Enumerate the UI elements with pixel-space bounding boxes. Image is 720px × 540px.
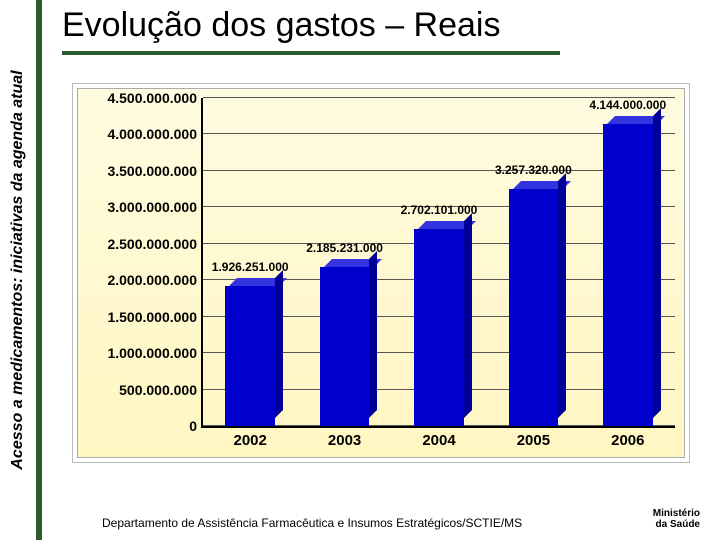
bar-side-face <box>464 213 472 418</box>
bar-side-face <box>369 251 377 418</box>
bar-value-label: 1.926.251.000 <box>212 260 289 274</box>
sidebar: Acesso a medicamentos: iniciativas da ag… <box>0 0 42 540</box>
y-tick-label: 2.500.000.000 <box>107 236 197 252</box>
sidebar-label: Acesso a medicamentos: iniciativas da ag… <box>9 70 27 469</box>
y-tick-label: 2.000.000.000 <box>107 272 197 288</box>
footer-dept: Departamento de Assistência Farmacêutica… <box>102 516 522 530</box>
y-tick-label: 4.000.000.000 <box>107 126 197 142</box>
y-tick-label: 1.500.000.000 <box>107 309 197 325</box>
main-content: Evolução dos gastos – Reais 0 500.000.000… <box>42 0 720 540</box>
bar-side-face <box>653 108 661 418</box>
title-underline <box>62 51 560 55</box>
footer-logo-line1: Ministério <box>653 508 700 519</box>
bar-value-label: 4.144.000.000 <box>589 98 666 112</box>
title-block: Evolução dos gastos – Reais <box>42 0 720 55</box>
bar: 2.702.101.000 <box>414 229 464 426</box>
x-tick-label: 2006 <box>611 432 644 449</box>
footer-logo-line2: da Saúde <box>653 519 700 530</box>
footer: Departamento de Assistência Farmacêutica… <box>102 508 700 530</box>
y-tick-label: 3.500.000.000 <box>107 163 197 179</box>
chart-container: 0 500.000.000 1.000.000.000 1.500.000.000 2.… <box>72 83 690 540</box>
y-tick-label: 500.000.000 <box>119 382 197 398</box>
bar: 4.144.000.000 <box>603 124 653 426</box>
page-title: Evolução dos gastos – Reais <box>62 6 700 45</box>
bar-value-label: 2.702.101.000 <box>401 203 478 217</box>
bar-value-label: 3.257.320.000 <box>495 163 572 177</box>
chart-frame: 0 500.000.000 1.000.000.000 1.500.000.000 2.… <box>72 83 690 463</box>
bar: 2.185.231.000 <box>320 267 370 426</box>
x-tick-label: 2005 <box>517 432 550 449</box>
bar-value-label: 2.185.231.000 <box>306 241 383 255</box>
footer-logo: Ministério da Saúde <box>653 508 700 530</box>
x-tick-label: 2003 <box>328 432 361 449</box>
x-tick-label: 2002 <box>234 432 267 449</box>
x-tick-label: 2004 <box>422 432 455 449</box>
y-tick-label: 3.000.000.000 <box>107 199 197 215</box>
plot-area: 0500.000.0001.000.000.0001.500.000.0002.… <box>201 98 675 428</box>
y-tick-label: 4.500.000.000 <box>107 90 197 106</box>
bar: 1.926.251.000 <box>225 286 275 426</box>
y-tick-label: 1.000.000.000 <box>107 345 197 361</box>
bar-side-face <box>275 270 283 418</box>
bar-side-face <box>558 173 566 418</box>
bar: 3.257.320.000 <box>509 189 559 426</box>
y-tick-label: 0 <box>189 418 197 434</box>
